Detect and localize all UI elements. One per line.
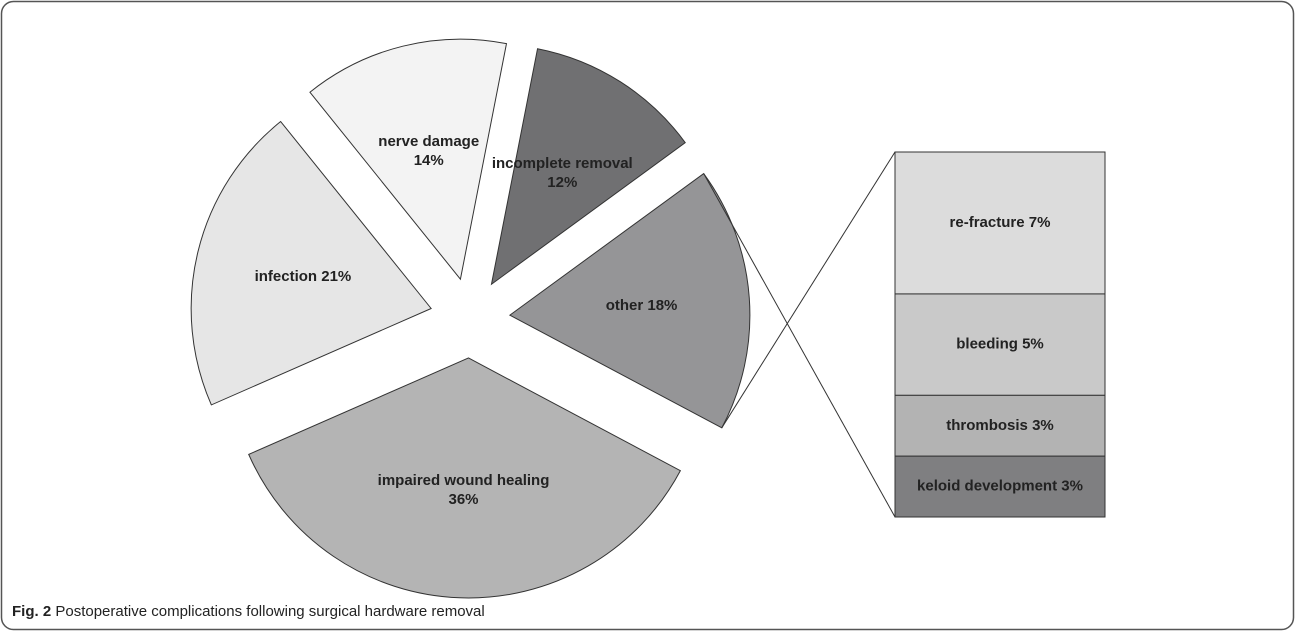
bar-segment <box>894 394 1106 457</box>
value-label: 3% <box>1061 478 1083 495</box>
value-label: 3% <box>1032 417 1054 434</box>
category-label: nerve damage <box>378 133 479 150</box>
category-label: other <box>606 297 644 314</box>
value-label: 18% <box>647 297 677 314</box>
category-label: infection <box>255 268 318 285</box>
pie-slice <box>309 38 508 281</box>
data-label: incomplete removal 12% <box>492 155 633 191</box>
data-label: thrombosis 3% <box>946 417 1054 434</box>
connector <box>721 151 896 429</box>
data-label: infection 21% <box>255 268 352 285</box>
category-label: keloid development <box>917 478 1057 495</box>
data-label: nerve damage 14% <box>378 133 479 169</box>
caption: Fig. 2 Postoperative complications follo… <box>12 603 485 620</box>
value-label: 7% <box>1029 214 1051 231</box>
data-label: keloid development 3% <box>917 478 1083 495</box>
pie-slice <box>508 172 751 429</box>
pie-slice <box>190 120 432 406</box>
caption-label: Fig. 2 <box>12 603 51 620</box>
connector <box>703 173 896 518</box>
category-label: incomplete removal <box>492 155 633 172</box>
caption-text: Postoperative complications following su… <box>55 603 484 620</box>
data-label: bleeding 5% <box>956 336 1044 353</box>
bar-segment <box>894 151 1106 295</box>
data-label: re-fracture 7% <box>950 214 1051 231</box>
bar-segment <box>894 455 1106 518</box>
category-label: impaired wound healing <box>378 472 550 489</box>
value-label: 14% <box>414 152 444 169</box>
value-label: 12% <box>547 174 577 191</box>
category-label: bleeding <box>956 336 1018 353</box>
category-label: thrombosis <box>946 417 1028 434</box>
value-label: 5% <box>1022 336 1044 353</box>
bar-segment <box>894 293 1106 396</box>
pie-slice <box>490 48 686 286</box>
value-label: 21% <box>321 268 351 285</box>
value-label: 36% <box>449 491 479 508</box>
category-label: re-fracture <box>950 214 1025 231</box>
pie-slice <box>248 357 682 599</box>
data-label: impaired wound healing 36% <box>378 472 550 508</box>
data-label: other 18% <box>606 297 678 314</box>
